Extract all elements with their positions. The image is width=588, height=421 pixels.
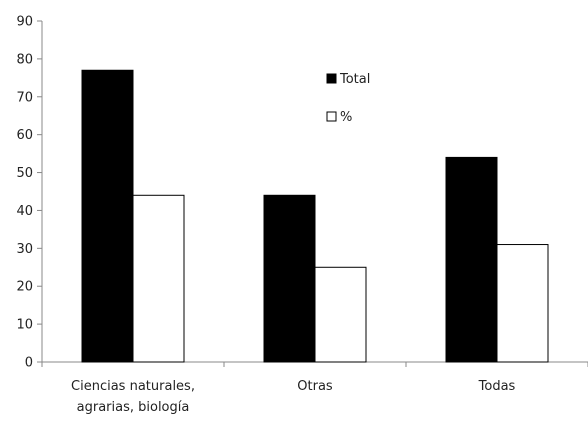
legend-swatch <box>326 111 337 122</box>
y-tick-label: 70 <box>16 90 33 105</box>
y-tick-label: 90 <box>16 15 33 30</box>
bar-percent <box>314 266 367 363</box>
y-tick-label: 60 <box>16 128 33 143</box>
y-tick-label: 10 <box>16 318 33 333</box>
y-tick-label: 20 <box>16 280 33 295</box>
bar-total <box>445 156 498 363</box>
legend-label: Total <box>339 72 370 87</box>
x-category-label: Otras <box>297 379 333 394</box>
legend: Total% <box>326 72 370 125</box>
y-tick-label: 50 <box>16 166 33 181</box>
bar-percent <box>132 194 185 363</box>
bar-total <box>81 69 134 363</box>
y-ticks: 0 10 20 30 40 50 60 70 80 90 <box>16 15 588 371</box>
y-tick-label: 80 <box>16 52 33 67</box>
x-category-label: Todas <box>478 379 516 394</box>
legend-swatch <box>326 73 337 84</box>
y-tick-label: 30 <box>16 242 33 257</box>
y-tick-label: 40 <box>16 204 33 219</box>
x-labels: Ciencias naturales, agrarias, biología Otr… <box>71 379 516 415</box>
bars <box>81 69 549 363</box>
y-tick-label: 0 <box>25 356 33 371</box>
x-category-label: Ciencias naturales, agrarias, biología <box>71 379 195 415</box>
legend-label: % <box>340 110 352 125</box>
bar-total <box>263 194 316 363</box>
bar-percent <box>496 244 549 363</box>
